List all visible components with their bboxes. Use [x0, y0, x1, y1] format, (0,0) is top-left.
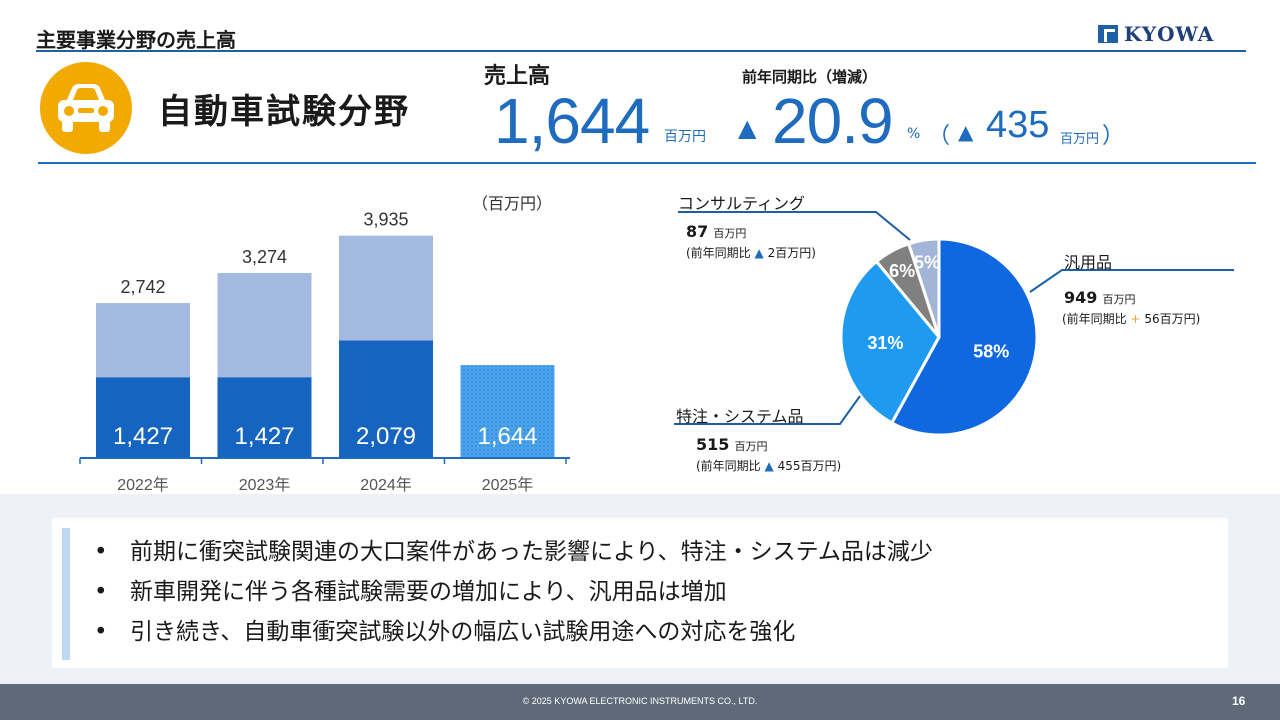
leader-line-general	[1029, 269, 1234, 293]
yoy-text-general: 56百万円)	[1144, 312, 1201, 326]
pie-percent-label: 5%	[914, 253, 940, 273]
yoy-amount-unit: 百万円	[1060, 132, 1100, 147]
car-icon	[40, 62, 132, 154]
bullet-icon: •	[94, 579, 108, 605]
x-tick-label: 2023年	[239, 476, 291, 494]
yoy-text-custom: 455百万円)	[777, 459, 842, 473]
bar-total-label: 2,742	[120, 277, 165, 297]
footer-bar	[0, 684, 1280, 720]
pie-yoy-general: (前年同期比 + 56百万円)	[1062, 310, 1200, 327]
bar-chart: 2,742 1,427 2022年 3,274 1,427 2023年 3,935 2,079…	[79, 210, 570, 494]
summary-item: • 前期に衝突試験関連の大口案件があった影響により、特注・システム品は減少	[94, 534, 933, 574]
pie-percent-label: 31%	[867, 333, 903, 353]
leader-line-consulting	[678, 211, 911, 241]
value-consulting: 87	[686, 222, 709, 241]
yoy-paren-open: （	[928, 124, 951, 149]
pie-slice-general	[889, 237, 1039, 437]
yoy-percent-sign: %	[907, 126, 921, 142]
page-number: 16	[1232, 694, 1246, 708]
kpi-divider	[38, 162, 1256, 164]
sales-label: 売上高	[484, 64, 551, 89]
pie-slice-custom	[839, 259, 941, 425]
yoy-prefix-consulting: (前年同期比	[686, 246, 751, 260]
kyowa-logo: KYOWA	[1098, 22, 1214, 46]
yoy-triangle-icon: ▲	[738, 114, 757, 142]
yoy-mark-custom: ▲	[764, 459, 774, 473]
unit-general: 百万円	[1102, 293, 1136, 306]
summary-list: • 前期に衝突試験関連の大口案件があった影響により、特注・システム品は減少 • 新車…	[94, 534, 933, 654]
logo-mark-icon	[1098, 25, 1118, 43]
pie-label-general: 汎用品	[1064, 253, 1113, 272]
yoy-text-consulting: 2百万円)	[767, 246, 816, 260]
bar-total-label: 3,274	[242, 247, 287, 267]
pie-yoy-consulting: (前年同期比 ▲ 2百万円)	[686, 244, 816, 261]
summary-item: • 引き続き、自動車衝突試験以外の幅広い試験用途への対応を強化	[94, 614, 933, 654]
pie-label-consulting: コンサルティング	[678, 194, 806, 213]
bar-first-half-segment	[460, 365, 555, 458]
summary-box	[52, 518, 1228, 668]
value-custom: 515	[696, 435, 730, 454]
yoy-amount: 435	[986, 104, 1050, 146]
sales-value: 1,644	[494, 85, 650, 157]
page-title: 主要事業分野の売上高	[36, 28, 236, 52]
leader-line-custom	[674, 395, 861, 425]
pie-value-consulting: 87 百万円	[686, 222, 746, 241]
bar-value-label: 2,079	[356, 423, 416, 450]
yoy-label: 前年同期比（増減）	[742, 68, 878, 86]
bullet-icon: •	[94, 619, 108, 645]
bar-first-half-segment	[339, 340, 433, 458]
bar-value-label: 1,427	[113, 423, 173, 450]
segment-title: 自動車試験分野	[158, 92, 410, 132]
value-general: 949	[1064, 288, 1098, 307]
pie-label-custom: 特注・システム品	[676, 407, 804, 426]
unit-custom: 百万円	[734, 440, 768, 453]
yoy-value: 20.9	[772, 85, 894, 157]
pie-percent-label: 6%	[889, 261, 915, 281]
bullet-icon: •	[94, 539, 108, 565]
unit-consulting: 百万円	[713, 227, 747, 240]
yoy-prefix-general: (前年同期比	[1062, 312, 1127, 326]
bar-total-label: 3,935	[363, 210, 408, 230]
summary-text: 前期に衝突試験関連の大口案件があった影響により、特注・システム品は減少	[130, 539, 933, 565]
summary-accent-bar	[62, 528, 70, 660]
summary-text: 引き続き、自動車衝突試験以外の幅広い試験用途への対応を強化	[130, 619, 796, 645]
yoy-prefix-custom: (前年同期比	[696, 459, 761, 473]
yoy-amount-triangle-icon: ▲	[958, 120, 974, 144]
yoy-mark-general: +	[1130, 312, 1141, 326]
summary-item: • 新車開発に伴う各種試験需要の増加により、汎用品は増加	[94, 574, 933, 614]
yoy-paren-close: ）	[1102, 124, 1125, 149]
bar-first-half-segment	[96, 377, 190, 458]
yoy-mark-consulting: ▲	[754, 246, 764, 260]
x-tick-label: 2022年	[117, 476, 169, 494]
x-tick-label: 2024年	[360, 476, 412, 494]
pie-leader-lines	[674, 211, 1234, 425]
pie-value-general: 949 百万円	[1064, 288, 1136, 307]
pie-slice-other	[906, 237, 941, 338]
pie-chart: 58% 31% 6%5%	[839, 237, 1039, 437]
pie-yoy-custom: (前年同期比 ▲ 455百万円)	[696, 457, 841, 474]
x-tick-label: 2025年	[482, 476, 534, 494]
bar-value-label: 1,427	[234, 423, 294, 450]
sales-unit: 百万円	[664, 129, 706, 145]
footer-copyright: © 2025 KYOWA ELECTRONIC INSTRUMENTS CO.,…	[522, 696, 758, 706]
pie-value-custom: 515 百万円	[696, 435, 768, 454]
logo-text: KYOWA	[1124, 22, 1215, 46]
header-divider	[36, 50, 1246, 52]
bar-chart-unit: （百万円）	[472, 194, 553, 213]
pie-percent-label: 58%	[973, 341, 1009, 361]
summary-text: 新車開発に伴う各種試験需要の増加により、汎用品は増加	[130, 579, 727, 605]
bar-value-label: 1,644	[477, 423, 537, 450]
bar-first-half-segment	[217, 377, 312, 458]
